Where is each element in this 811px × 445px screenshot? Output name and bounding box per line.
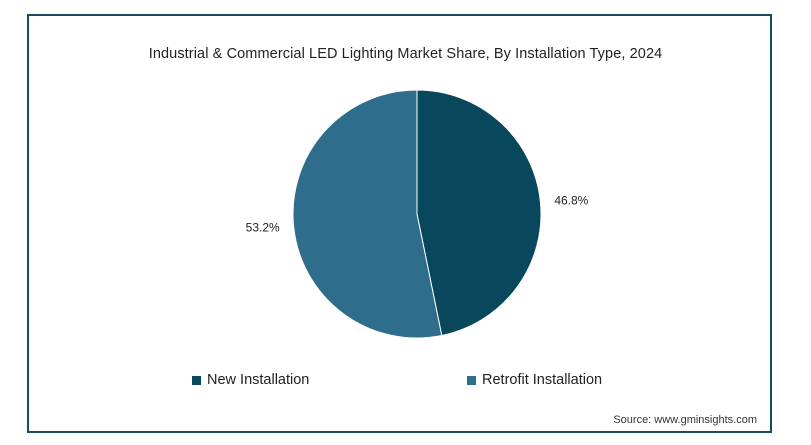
legend-label-new-installation: New Installation	[207, 372, 310, 388]
legend: New Installation Retrofit Installation	[0, 372, 811, 392]
pie-slice-new-installation	[416, 89, 542, 337]
legend-item-retrofit-installation: Retrofit Installation	[467, 372, 602, 388]
pie-slice-retrofit-installation	[292, 89, 443, 339]
legend-swatch-retrofit-installation	[467, 375, 476, 385]
source-note: Source: www.gminsights.com	[613, 414, 757, 426]
data-label-new-installation: 46.8%	[554, 193, 588, 207]
legend-label-retrofit-installation: Retrofit Installation	[482, 372, 603, 388]
data-label-retrofit-installation: 53.2%	[246, 221, 280, 235]
legend-item-new-installation: New Installation	[192, 372, 309, 388]
legend-swatch-new-installation	[192, 375, 201, 385]
chart-title: Industrial & Commercial LED Lighting Mar…	[148, 46, 663, 62]
